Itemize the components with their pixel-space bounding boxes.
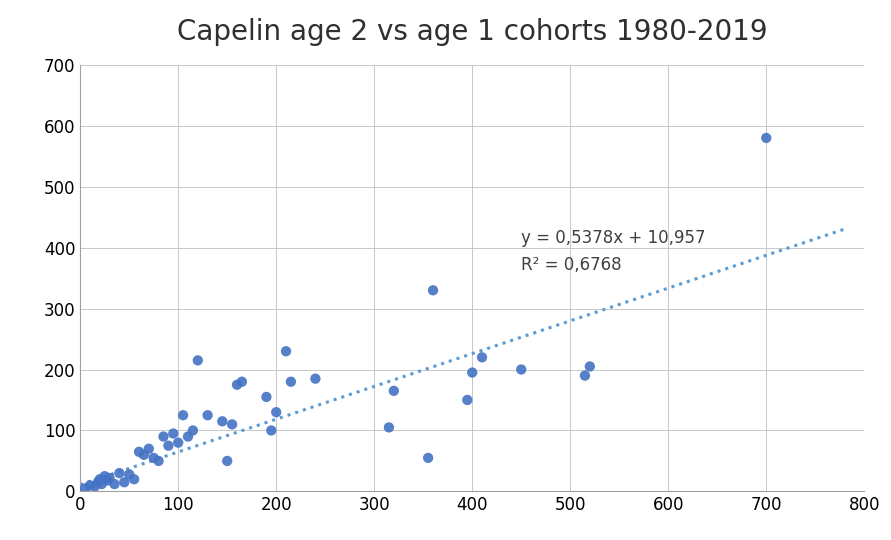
Point [279, 347, 293, 355]
Point [514, 365, 528, 374]
Point [269, 408, 283, 416]
Point [118, 478, 132, 487]
Point [142, 444, 156, 453]
Text: y = 0,5378x + 10,957
R² = 0,6768: y = 0,5378x + 10,957 R² = 0,6768 [521, 230, 706, 274]
Point [461, 396, 475, 404]
Point [151, 457, 166, 465]
Point [122, 470, 136, 478]
Point [98, 472, 112, 481]
Point [426, 286, 440, 295]
Point [264, 426, 278, 435]
Point [759, 133, 773, 142]
Point [191, 356, 205, 364]
Point [230, 380, 244, 389]
Point [308, 374, 323, 383]
Point [235, 377, 249, 386]
Point [166, 429, 180, 438]
Point [132, 448, 146, 456]
Point [259, 393, 274, 401]
Point [387, 387, 401, 395]
Point [181, 432, 195, 441]
Point [91, 478, 105, 487]
Point [112, 469, 127, 477]
Point [583, 362, 597, 371]
Point [127, 475, 141, 483]
Title: Capelin age 2 vs age 1 cohorts 1980-2019: Capelin age 2 vs age 1 cohorts 1980-2019 [177, 18, 767, 46]
Point [157, 432, 171, 441]
Point [101, 476, 115, 485]
Point [225, 420, 239, 429]
Point [94, 480, 109, 488]
Point [137, 450, 151, 459]
Point [216, 417, 230, 426]
Point [146, 454, 161, 462]
Point [283, 377, 298, 386]
Point [78, 484, 93, 492]
Point [200, 411, 215, 420]
Point [421, 454, 436, 462]
Point [176, 411, 191, 420]
Point [161, 441, 176, 450]
Point [107, 480, 121, 488]
Point [381, 423, 396, 432]
Point [83, 481, 97, 490]
Point [102, 474, 117, 482]
Point [475, 353, 489, 362]
Point [171, 438, 185, 447]
Point [93, 475, 107, 483]
Point [186, 426, 200, 435]
Point [577, 372, 592, 380]
Point [220, 457, 234, 465]
Point [465, 368, 479, 377]
Point [87, 482, 102, 491]
